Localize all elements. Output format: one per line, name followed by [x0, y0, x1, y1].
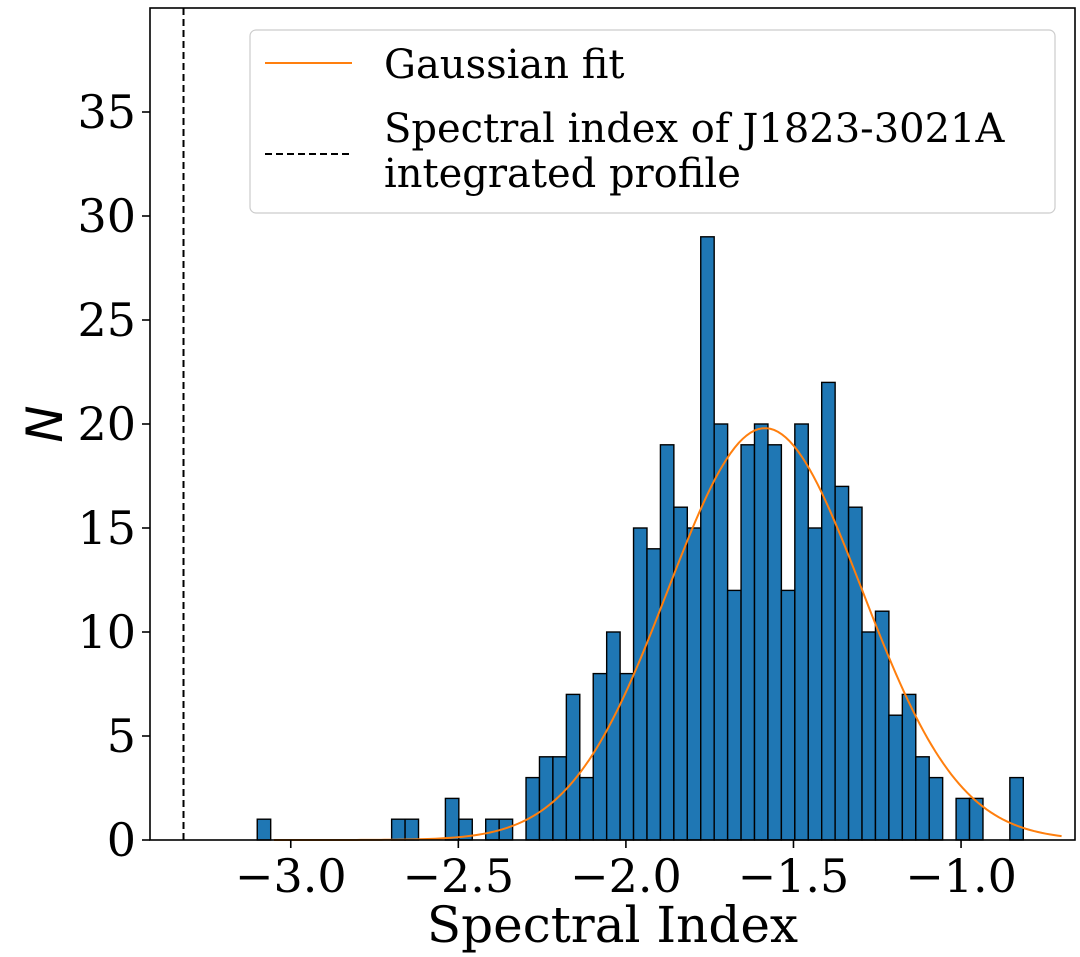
histogram-bar: [632, 527, 648, 841]
histogram-bar: [605, 631, 621, 841]
y-tick-label: 0: [107, 813, 136, 867]
legend-gaussian-label: Gaussian fit: [384, 42, 625, 88]
y-tick-label: 35: [77, 85, 136, 139]
y-tick-label: 5: [107, 709, 136, 763]
x-tick-label: −2.0: [570, 849, 682, 903]
histogram-bar: [794, 423, 809, 841]
x-tick-label: −1.0: [905, 849, 1017, 903]
x-axis-ticks: −3.0 −2.5 −2.0 −1.5 −1.0: [235, 840, 1017, 903]
histogram-bar: [256, 818, 272, 841]
y-axis-ticks: 0 5 10 15 20 25 30 35: [77, 85, 150, 867]
x-tick-label: −2.5: [402, 849, 514, 903]
histogram-bar: [861, 631, 877, 841]
histogram-bar: [713, 423, 729, 841]
histogram-bar: [686, 527, 702, 841]
histogram-bar: [847, 506, 863, 841]
histogram-bar: [807, 527, 823, 841]
histogram-bar: [552, 756, 568, 841]
histogram-bar: [726, 589, 742, 841]
histogram-bar: [538, 756, 554, 841]
legend-vline-label-line2: integrated profile: [384, 151, 741, 197]
histogram-bars: [256, 236, 1024, 841]
histogram-bar: [1009, 776, 1024, 841]
histogram-bar: [485, 818, 500, 841]
histogram-bar: [928, 776, 944, 841]
histogram-bar: [753, 423, 769, 841]
histogram-bar: [901, 693, 917, 841]
y-tick-label: 10: [77, 605, 136, 659]
histogram-bar: [592, 672, 608, 841]
histogram-bar: [955, 797, 971, 841]
histogram-bar: [525, 776, 541, 841]
histogram-bar: [888, 714, 904, 841]
histogram-bar: [659, 444, 675, 841]
y-tick-label: 15: [77, 501, 136, 555]
histogram-bar: [740, 444, 756, 841]
histogram-bar: [700, 236, 715, 841]
x-tick-label: −3.0: [235, 849, 347, 903]
y-tick-label: 20: [77, 397, 136, 451]
histogram-bar: [767, 444, 783, 841]
y-axis-label: N: [16, 405, 74, 442]
legend-vline-label-line1: Spectral index of J1823-3021A: [384, 106, 1005, 152]
x-tick-label: −1.5: [738, 849, 850, 903]
y-tick-label: 25: [77, 293, 136, 347]
legend-box: [249, 29, 1056, 214]
histogram-bar: [646, 548, 662, 841]
histogram-bar: [874, 610, 890, 841]
histogram-bar: [565, 693, 581, 841]
histogram-bar: [579, 776, 594, 841]
histogram-bar: [390, 818, 406, 841]
histogram-bar: [915, 756, 930, 841]
histogram-bar: [780, 589, 796, 841]
x-axis-label: Spectral Index: [427, 896, 798, 954]
histogram-bar: [404, 818, 420, 841]
y-tick-label: 30: [77, 189, 136, 243]
legend: Gaussian fit Spectral index of J1823-302…: [249, 29, 1056, 214]
histogram-bar: [820, 381, 836, 841]
histogram-bar: [444, 797, 460, 841]
